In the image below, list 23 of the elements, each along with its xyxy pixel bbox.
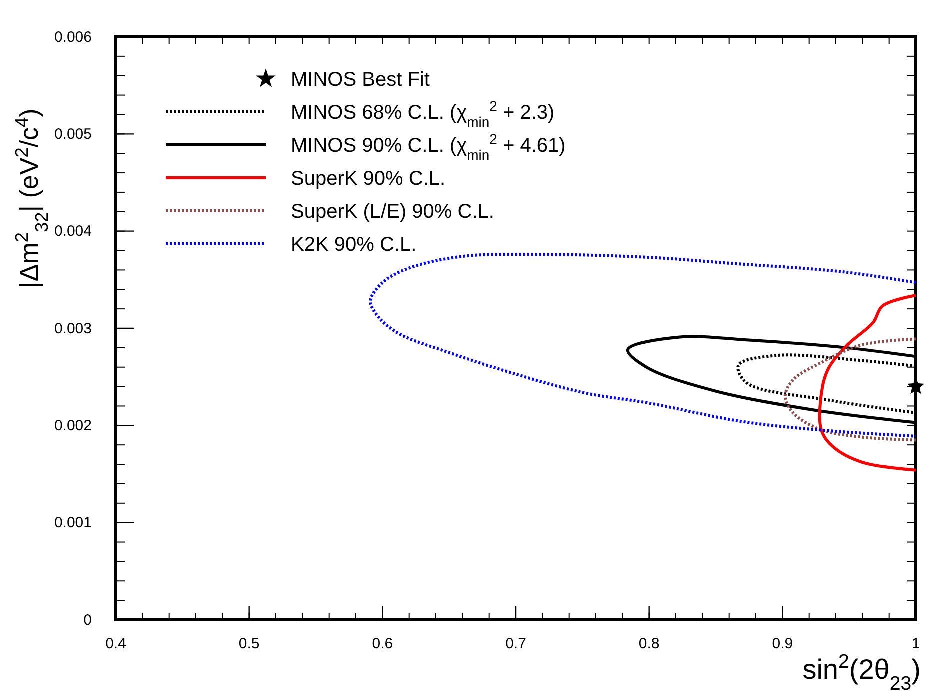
line-series — [369, 252, 918, 438]
legend-label: MINOS Best Fit — [291, 69, 430, 91]
y-tick-label: 0.001 — [54, 514, 92, 532]
x-axis-title: sin$^{2}$(2θ$_{23}$) — [802, 651, 921, 691]
legend-label: SuperK 90% C.L. — [291, 168, 446, 190]
line-series — [784, 338, 918, 442]
y-tick-label: 0.003 — [54, 320, 92, 338]
legend-label: SuperK (L/E) 90% C.L. — [291, 201, 494, 223]
x-tick-label: 0.7 — [506, 636, 526, 653]
y-tick-label: 0 — [84, 612, 92, 629]
y-tick-label: 0.006 — [54, 28, 92, 46]
y-tick-label: 0.002 — [54, 417, 92, 434]
y-tick-label: 0.004 — [54, 223, 92, 240]
legend-label: MINOS 90% C.L. (χ$_{min}$$^{2}$ + 4.61) — [291, 131, 566, 163]
x-tick-label: 0.5 — [238, 636, 260, 653]
legend-label: MINOS 68% C.L. (χ$_{min}$$^{2}$ + 2.3) — [291, 98, 555, 130]
x-tick-label: 0.6 — [372, 636, 394, 653]
legend-label: K2K 90% C.L. — [291, 234, 417, 256]
x-tick-label: 0.4 — [106, 636, 126, 653]
x-tick-label: 0.8 — [638, 636, 660, 653]
y-tick-label: 0.005 — [54, 126, 92, 143]
x-tick-label: 1 — [912, 636, 920, 653]
x-tick-label: 0.9 — [772, 636, 794, 653]
